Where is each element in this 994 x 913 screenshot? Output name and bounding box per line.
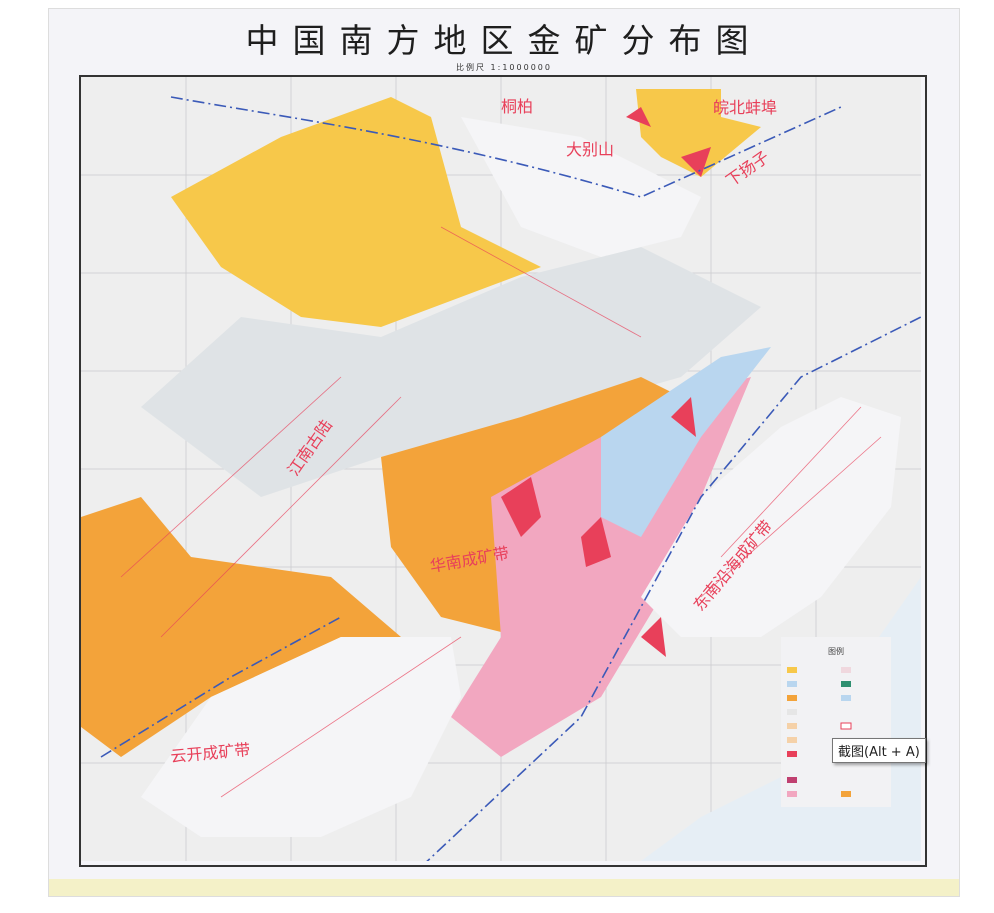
legend-title: 图例	[828, 646, 844, 656]
map-frame	[79, 75, 927, 867]
map-title: 中国南方地区金矿分布图	[245, 21, 763, 60]
region-white-southeast	[641, 397, 901, 637]
image-viewer: 中国南方地区金矿分布图 比例尺 1:1000000	[48, 8, 960, 897]
geologic-map: 桐柏 大别山 皖北蚌埠 下扬子 江南古陆 华南成矿带 东南沿海成矿带 云开成矿带…	[81, 77, 921, 861]
screenshot-tooltip: 截图(Alt + A)	[832, 738, 926, 763]
legend: 图例	[781, 637, 891, 807]
region-orange-west	[81, 497, 401, 757]
region-white-dabie	[461, 117, 701, 257]
boundary-line	[100, 616, 342, 758]
region-yellow-north	[171, 97, 541, 327]
label-wanbei-bengbu: 皖北蚌埠	[713, 98, 777, 117]
boundary-line	[170, 96, 842, 198]
map-scale: 比例尺 1:1000000	[456, 63, 552, 72]
map-sheet: 中国南方地区金矿分布图 比例尺 1:1000000	[49, 9, 959, 879]
label-tongbai: 桐柏	[501, 97, 533, 116]
region-white-southwest	[141, 637, 461, 837]
region-blue-belt	[601, 347, 771, 537]
region-red-bengbu	[626, 107, 711, 177]
boundary-line	[426, 316, 921, 861]
region-grey-central	[141, 247, 761, 497]
label-dabieshan: 大别山	[566, 140, 614, 159]
region-yellow-bengbu	[636, 89, 761, 177]
region-red-granite	[501, 397, 696, 657]
sheet-bottom-margin	[49, 879, 959, 896]
